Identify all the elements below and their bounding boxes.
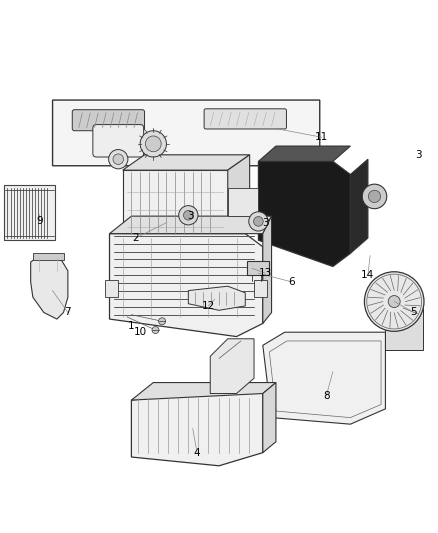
- Bar: [385, 308, 423, 350]
- Polygon shape: [258, 161, 350, 266]
- Polygon shape: [110, 216, 272, 233]
- Text: 7: 7: [64, 308, 71, 318]
- Polygon shape: [210, 339, 254, 393]
- Text: 13: 13: [258, 268, 272, 278]
- FancyBboxPatch shape: [204, 109, 286, 129]
- Text: 12: 12: [201, 301, 215, 311]
- Circle shape: [140, 131, 166, 157]
- Circle shape: [152, 327, 159, 334]
- Circle shape: [113, 154, 124, 165]
- Circle shape: [179, 206, 198, 225]
- Polygon shape: [228, 188, 258, 216]
- Polygon shape: [228, 155, 250, 236]
- Polygon shape: [105, 280, 118, 297]
- Circle shape: [145, 136, 161, 152]
- Circle shape: [254, 216, 263, 226]
- Polygon shape: [350, 159, 368, 253]
- Text: 1: 1: [128, 321, 135, 330]
- Circle shape: [159, 318, 166, 325]
- Polygon shape: [131, 389, 263, 466]
- Text: 8: 8: [323, 391, 330, 401]
- Polygon shape: [263, 332, 385, 424]
- Circle shape: [109, 150, 128, 169]
- Text: 9: 9: [36, 215, 43, 225]
- Polygon shape: [53, 100, 320, 166]
- Polygon shape: [123, 170, 228, 236]
- Polygon shape: [258, 146, 350, 161]
- Circle shape: [249, 212, 268, 231]
- Text: 10: 10: [134, 327, 147, 337]
- Text: 3: 3: [261, 217, 268, 228]
- Polygon shape: [188, 286, 245, 310]
- Text: 5: 5: [410, 308, 417, 318]
- Polygon shape: [31, 255, 68, 319]
- Circle shape: [184, 211, 193, 220]
- Polygon shape: [263, 383, 276, 453]
- Text: 3: 3: [187, 211, 194, 221]
- Polygon shape: [263, 216, 272, 324]
- Circle shape: [362, 184, 387, 209]
- Circle shape: [364, 272, 424, 332]
- Bar: [368, 290, 396, 312]
- Text: 11: 11: [315, 132, 328, 142]
- Text: 6: 6: [288, 277, 295, 287]
- Polygon shape: [123, 155, 250, 170]
- Text: 4: 4: [194, 448, 201, 458]
- Text: 2: 2: [132, 233, 139, 243]
- Polygon shape: [254, 280, 267, 297]
- Text: 3: 3: [415, 150, 422, 160]
- Circle shape: [368, 190, 381, 203]
- FancyBboxPatch shape: [93, 125, 144, 157]
- Circle shape: [388, 296, 400, 308]
- FancyBboxPatch shape: [72, 110, 145, 131]
- Bar: [247, 261, 269, 275]
- Polygon shape: [131, 383, 276, 400]
- Polygon shape: [33, 253, 64, 260]
- Polygon shape: [110, 233, 263, 336]
- Text: 14: 14: [361, 270, 374, 280]
- Polygon shape: [4, 185, 55, 240]
